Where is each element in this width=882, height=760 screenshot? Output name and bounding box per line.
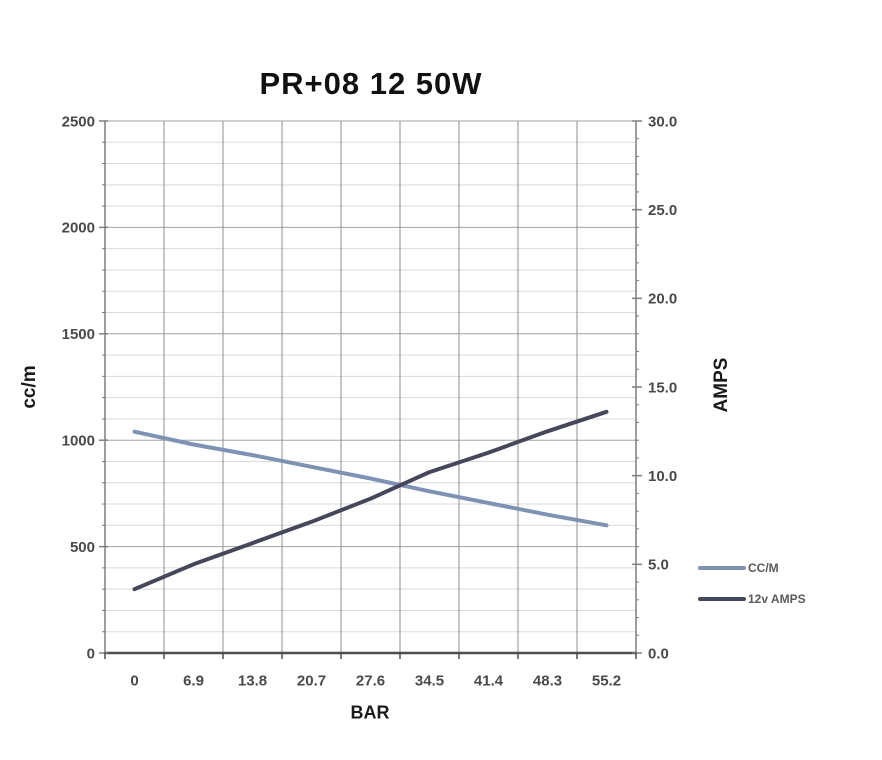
- y-left-tick-label: 500: [70, 539, 95, 556]
- x-tick-label: 13.8: [238, 672, 267, 689]
- y-right-tick-label: 25.0: [648, 202, 677, 219]
- chart-legend: CC/M 12v AMPS: [698, 560, 806, 622]
- x-tick-label: 6.9: [183, 672, 204, 689]
- x-tick-label: 55.2: [592, 672, 621, 689]
- x-axis-title: BAR: [350, 702, 390, 723]
- y-right-tick-label: 0.0: [648, 645, 669, 662]
- y-right-tick-label: 20.0: [648, 291, 677, 308]
- y-right-tick-label: 5.0: [648, 557, 669, 574]
- legend-swatch-12v-amps: [698, 597, 746, 601]
- y-left-tick-label: 1500: [62, 326, 95, 343]
- x-tick-label: 34.5: [415, 672, 444, 689]
- x-tick-label: 41.4: [474, 672, 504, 689]
- legend-label-ccm: CC/M: [748, 561, 779, 575]
- y-left-tick-label: 0: [87, 645, 95, 662]
- x-tick-label: 20.7: [297, 672, 326, 689]
- y-left-tick-label: 1000: [62, 432, 95, 449]
- legend-entry-ccm: CC/M: [698, 560, 806, 576]
- y-left-tick-label: 2000: [62, 220, 95, 237]
- series-line-cc-m: [132, 429, 609, 528]
- y-axis-title-left: cc/m: [19, 365, 40, 409]
- legend-entry-12v-amps: 12v AMPS: [698, 591, 806, 607]
- chart-title: PR+08 12 50W: [259, 66, 483, 101]
- series-line-12v-amps: [132, 409, 609, 592]
- legend-swatch-ccm: [698, 566, 746, 570]
- y-right-tick-label: 10.0: [648, 468, 677, 485]
- y-left-tick-label: 2500: [62, 113, 95, 130]
- legend-label-12v-amps: 12v AMPS: [748, 592, 806, 606]
- x-tick-label: 48.3: [533, 672, 562, 689]
- y-right-tick-label: 15.0: [648, 379, 677, 396]
- y-right-tick-label: 30.0: [648, 113, 677, 130]
- x-tick-label: 27.6: [356, 672, 385, 689]
- x-tick-label: 0: [130, 672, 138, 689]
- y-axis-title-right: AMPS: [711, 357, 732, 413]
